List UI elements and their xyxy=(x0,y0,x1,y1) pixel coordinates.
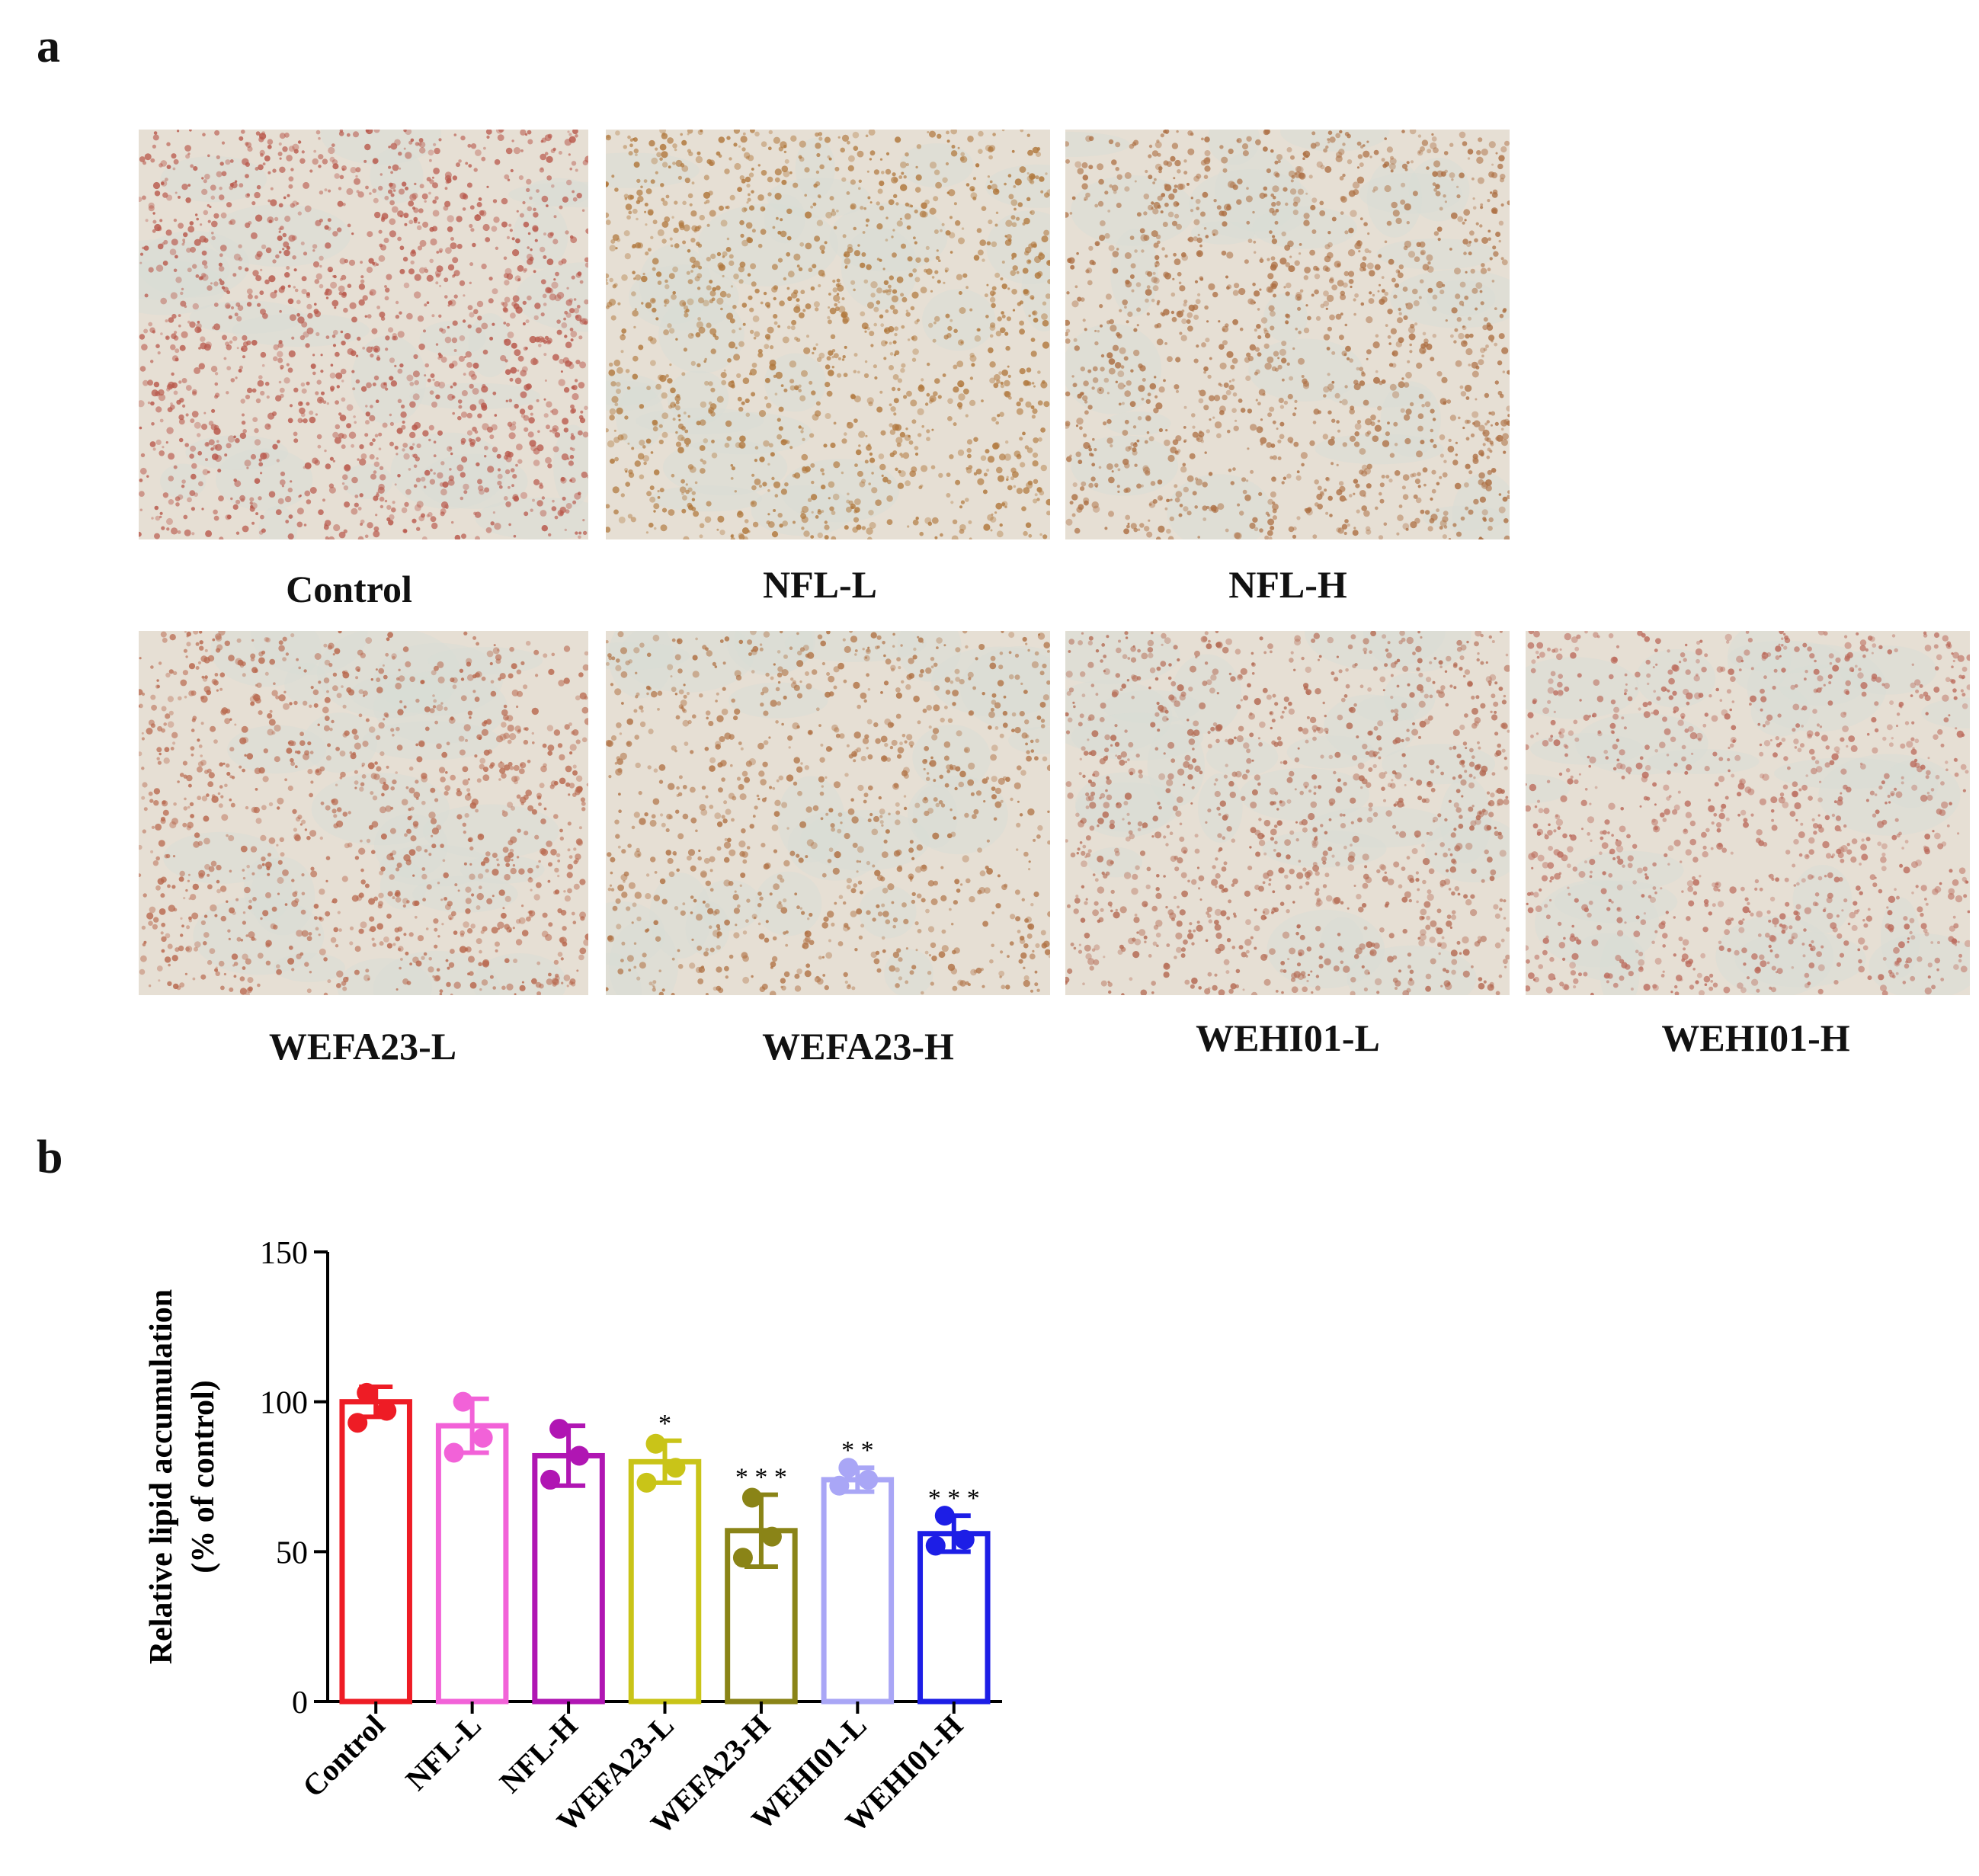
micrograph-wefa23-l xyxy=(139,631,588,995)
data-point xyxy=(954,1529,975,1550)
y-tick-label: 150 xyxy=(260,1236,308,1271)
micrograph-wefa23-h xyxy=(606,631,1050,995)
data-point xyxy=(858,1469,879,1490)
bar xyxy=(532,1452,605,1705)
caption-nfl-h: NFL-H xyxy=(1228,563,1347,606)
data-point xyxy=(741,1487,762,1508)
data-point xyxy=(347,1413,368,1433)
data-point xyxy=(444,1442,464,1463)
panel-a-label: a xyxy=(37,21,60,72)
x-tick-label: NFL-H xyxy=(493,1708,584,1800)
x-tick-label: Control xyxy=(296,1708,392,1804)
significance-marker: * xyxy=(658,1410,671,1438)
data-point xyxy=(376,1401,397,1421)
lipid-accumulation-chart: 0 50 100 150 Relative lipid accumulation (% o… xyxy=(144,1236,1002,1841)
y-axis-label-unit: (% of control) xyxy=(186,1380,221,1573)
panel-b-label: b xyxy=(37,1132,63,1183)
micrograph-wehi01-l xyxy=(1065,631,1510,995)
data-point xyxy=(472,1427,493,1448)
data-point xyxy=(761,1526,782,1547)
data-point xyxy=(829,1475,850,1496)
significance-marker: * * * xyxy=(735,1464,787,1492)
bar xyxy=(917,1531,991,1705)
y-tick-label: 0 xyxy=(292,1686,308,1721)
bar xyxy=(339,1399,412,1705)
data-point xyxy=(838,1458,859,1478)
data-point xyxy=(636,1472,657,1493)
caption-nfl-l: NFL-L xyxy=(763,563,877,606)
bar xyxy=(821,1477,895,1705)
micrograph-control xyxy=(139,130,588,539)
data-point xyxy=(645,1433,666,1454)
micrograph-nfl-h xyxy=(1065,130,1510,539)
y-tick-label: 50 xyxy=(276,1535,308,1570)
data-point xyxy=(732,1548,753,1568)
significance-marker: * * xyxy=(841,1436,874,1465)
data-point xyxy=(665,1458,686,1478)
caption-control: Control xyxy=(286,568,412,610)
data-point xyxy=(569,1445,590,1466)
caption-wefa23-h: WEFA23-H xyxy=(762,1025,954,1068)
y-axis-label: Relative lipid accumulation xyxy=(144,1289,179,1664)
micrograph-nfl-l xyxy=(606,130,1050,539)
data-point xyxy=(934,1506,955,1526)
data-point xyxy=(925,1535,946,1556)
data-point xyxy=(357,1382,377,1403)
significance-marker: * * * xyxy=(928,1484,980,1513)
bar xyxy=(628,1458,702,1705)
caption-wehi01-l: WEHI01-L xyxy=(1196,1016,1380,1059)
data-point xyxy=(549,1419,570,1439)
caption-wefa23-l: WEFA23-L xyxy=(268,1025,457,1068)
data-point xyxy=(540,1469,561,1490)
bar xyxy=(435,1423,509,1705)
micrograph-wehi01-h xyxy=(1526,631,1970,995)
y-tick-label: 100 xyxy=(260,1386,308,1421)
x-tick-label: NFL-L xyxy=(399,1708,488,1798)
caption-wehi01-h: WEHI01-H xyxy=(1661,1016,1850,1059)
data-point xyxy=(453,1391,473,1412)
